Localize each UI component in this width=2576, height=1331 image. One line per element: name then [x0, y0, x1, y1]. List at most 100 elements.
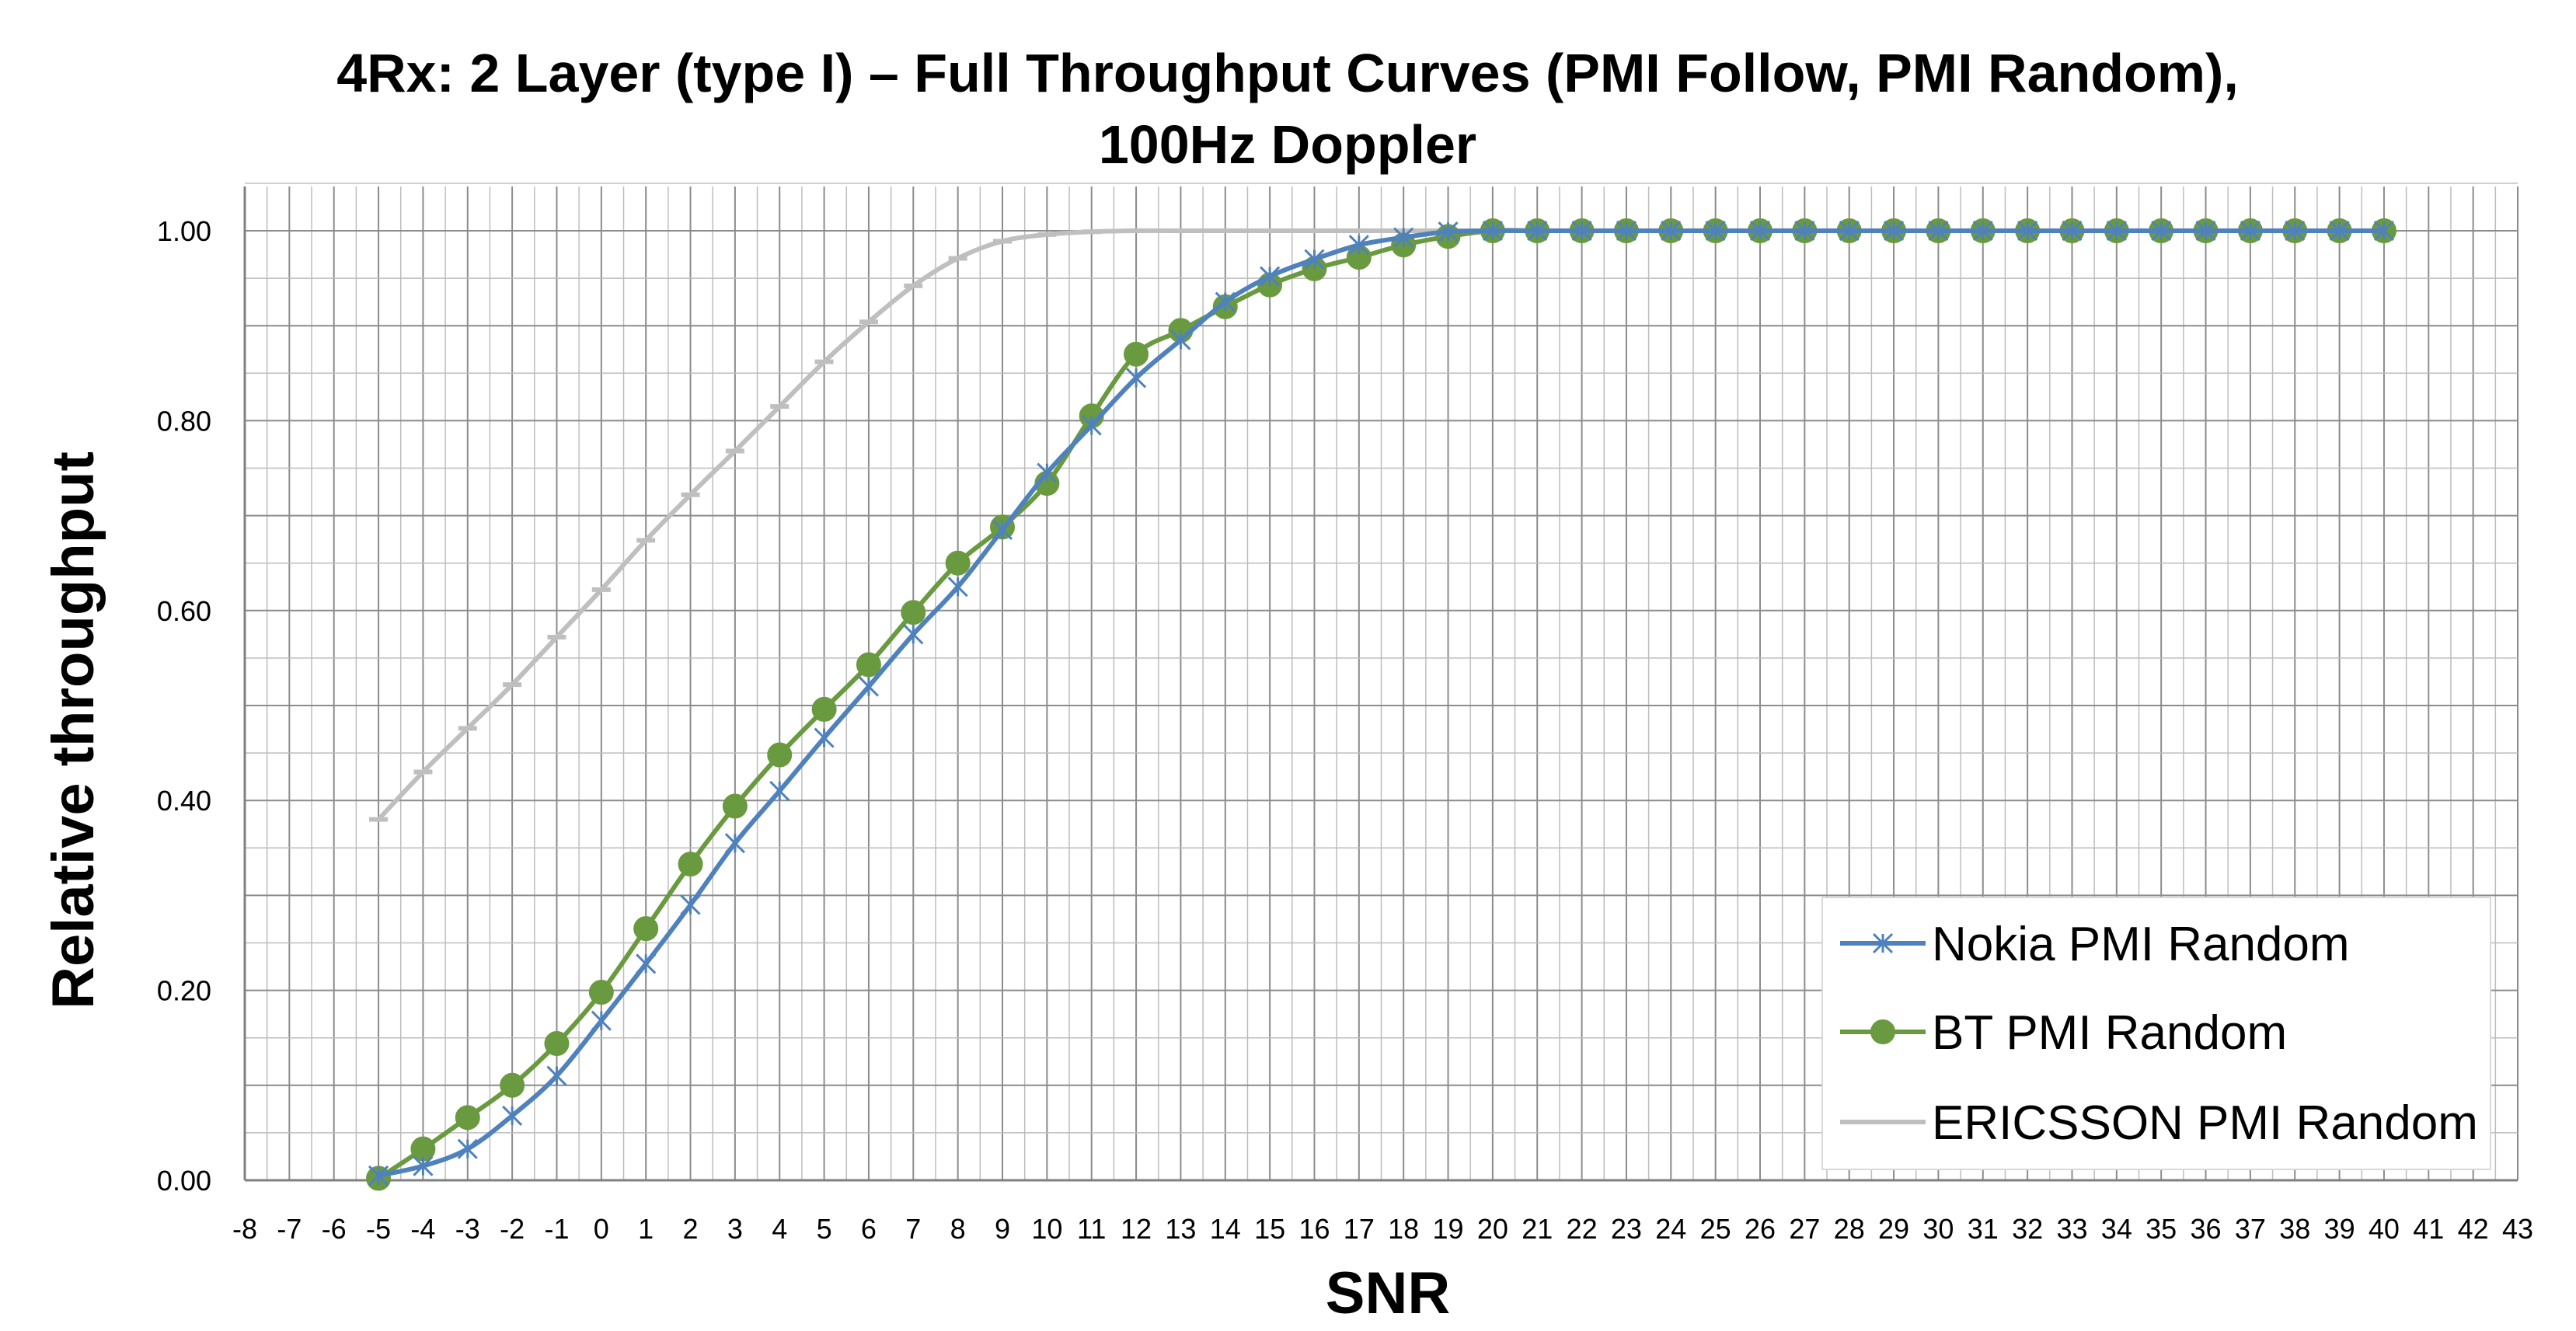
x-tick-label: 15 [1254, 1213, 1285, 1245]
series-nokia-pmi-random [368, 220, 2395, 1186]
x-tick-label: 17 [1344, 1213, 1375, 1245]
data-point [1393, 227, 1414, 248]
data-point [858, 676, 880, 697]
data-point [2240, 220, 2261, 242]
legend-swatch-marker [1870, 1019, 1895, 1044]
x-tick-label: 10 [1031, 1213, 1062, 1245]
data-point [1972, 220, 1993, 242]
y-tick-label: 0.80 [157, 405, 211, 437]
data-point [1304, 249, 1325, 270]
data-point [1839, 220, 1860, 242]
y-tick-labels: 0.00 0.20 0.40 0.60 0.80 1.00 [157, 215, 211, 1197]
data-point [413, 1155, 434, 1176]
x-tick-label: 35 [2146, 1213, 2177, 1245]
data-point [457, 1138, 478, 1159]
x-tick-label: 43 [2502, 1213, 2533, 1245]
x-tick-label: 29 [1878, 1213, 1909, 1245]
data-point [1124, 341, 1149, 367]
x-tick-label: 38 [2279, 1213, 2310, 1245]
data-point [500, 1072, 525, 1098]
data-point [2062, 220, 2083, 242]
legend-label: BT PMI Random [1932, 1006, 2287, 1060]
x-tick-label: -8 [232, 1213, 257, 1245]
x-tick-label: 21 [1522, 1213, 1553, 1245]
data-point [947, 577, 968, 598]
data-point [1705, 220, 1726, 242]
chart-title-line-1: 4Rx: 2 Layer (type I) – Full Throughput … [336, 43, 2239, 103]
x-tick-label: -4 [410, 1213, 435, 1245]
data-point [814, 727, 835, 748]
data-point [1571, 220, 1592, 242]
x-tick-label: 9 [995, 1213, 1010, 1245]
series-layer [366, 218, 2396, 1191]
x-tick-label: 1 [638, 1213, 654, 1245]
legend-item: Nokia PMI Random [1840, 918, 2350, 971]
data-point [680, 894, 701, 915]
x-tick-label: -2 [500, 1213, 525, 1245]
data-point [722, 793, 748, 819]
x-tick-label: 4 [772, 1213, 787, 1245]
data-point [588, 980, 614, 1005]
x-tick-label: 12 [1121, 1213, 1152, 1245]
data-point [1661, 220, 1682, 242]
x-tick-label: 22 [1567, 1213, 1598, 1245]
data-point [2151, 220, 2172, 242]
data-point [901, 600, 926, 625]
data-point [544, 1031, 570, 1057]
y-tick-label: 0.60 [157, 595, 211, 627]
x-tick-label: 16 [1298, 1213, 1330, 1245]
data-point [1928, 220, 1949, 242]
data-point [1125, 368, 1147, 388]
x-tick-label: 27 [1789, 1213, 1820, 1245]
data-point [1883, 220, 1905, 242]
data-point [1616, 220, 1637, 242]
x-tick-label: 20 [1477, 1213, 1508, 1245]
x-tick-label: 14 [1210, 1213, 1241, 1245]
data-point [636, 953, 657, 974]
data-point [368, 1165, 389, 1186]
x-tick-label: 41 [2413, 1213, 2444, 1245]
x-tick-label: 34 [2101, 1213, 2132, 1245]
data-point [1260, 266, 1281, 287]
data-point [856, 652, 881, 678]
x-tick-label: -7 [277, 1213, 302, 1245]
x-tick-label: 39 [2324, 1213, 2355, 1245]
data-point [2285, 220, 2306, 242]
data-point [1348, 235, 1369, 256]
x-tick-label: 2 [683, 1213, 699, 1245]
x-tick-label: 11 [1077, 1213, 1106, 1245]
x-tick-label: 7 [905, 1213, 921, 1245]
data-point [1438, 221, 1459, 242]
data-point [502, 1105, 523, 1126]
y-tick-label: 0.40 [157, 785, 211, 817]
legend-swatch-marker [1872, 932, 1894, 954]
data-point [992, 519, 1013, 540]
x-tick-label: 6 [861, 1213, 877, 1245]
x-tick-label: 3 [727, 1213, 743, 1245]
data-point [1170, 329, 1191, 350]
x-tick-label: 23 [1611, 1213, 1642, 1245]
y-tick-label: 0.20 [157, 975, 211, 1007]
data-point [1527, 220, 1548, 242]
x-tick-label: -5 [366, 1213, 391, 1245]
y-axis-label: Relative throughput [40, 451, 106, 1009]
data-point [945, 550, 971, 576]
x-tick-label: 18 [1388, 1213, 1419, 1245]
y-tick-label: 0.00 [157, 1165, 211, 1197]
x-tick-label: 8 [950, 1213, 966, 1245]
legend: Nokia PMI Random BT PMI Random ERICSSON PM… [1821, 897, 2491, 1170]
data-point [633, 916, 659, 942]
legend-item: ERICSSON PMI Random [1840, 1096, 2478, 1150]
data-point [2373, 220, 2395, 242]
data-point [2017, 220, 2038, 242]
data-point [903, 624, 924, 645]
data-point [1749, 220, 1771, 242]
data-point [1081, 415, 1102, 436]
x-tick-label: 33 [2056, 1213, 2087, 1245]
x-tick-label: -1 [544, 1213, 569, 1245]
x-tick-label: 25 [1700, 1213, 1731, 1245]
legend-item: BT PMI Random [1840, 1006, 2287, 1060]
x-tick-label: 36 [2191, 1213, 2222, 1245]
x-tick-label: 32 [2012, 1213, 2043, 1245]
data-point [678, 852, 703, 877]
